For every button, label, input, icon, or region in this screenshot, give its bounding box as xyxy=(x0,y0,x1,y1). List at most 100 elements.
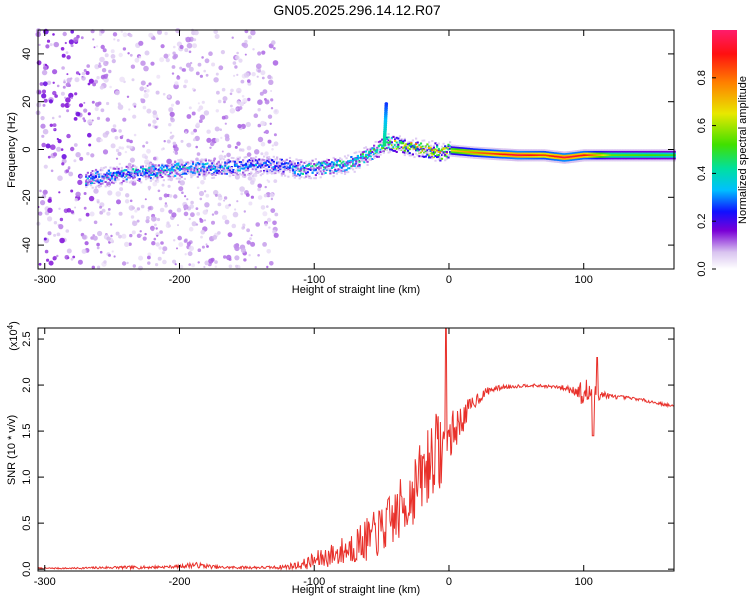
spectrogram-ridge-cell xyxy=(546,154,549,157)
spectrogram-ridge-cell xyxy=(539,156,542,158)
spectrogram-noise-dot xyxy=(257,136,264,143)
spectrogram-ridge-cell xyxy=(376,149,379,151)
spectrogram-ridge-cell xyxy=(667,159,670,162)
spectrogram-ridge-cell xyxy=(453,148,456,151)
spectrogram-ridge-cell xyxy=(508,155,511,158)
spectrogram-ridge-cell xyxy=(355,162,358,165)
spectrogram-ridge-cell xyxy=(117,178,120,181)
spectrogram-ridge-cell xyxy=(309,162,313,165)
spectrogram-ridge-cell xyxy=(127,174,130,177)
spectrogram-ridge-cell xyxy=(562,156,565,159)
spectrogram-ridge-cell xyxy=(276,158,279,161)
spectrogram-ridge-cell xyxy=(408,142,411,145)
spectrogram-ridge-cell xyxy=(499,158,502,161)
spectrogram-noise-dot xyxy=(213,157,217,161)
spectrogram-ridge-cell xyxy=(292,174,295,177)
spectrogram-ridge-cell xyxy=(188,169,191,172)
spectrogram-ridge-cell xyxy=(634,150,638,153)
spectrogram-ridge-cell xyxy=(90,180,93,183)
spectrogram-noise-dot xyxy=(215,109,219,113)
spectrogram-noise-dot xyxy=(98,32,103,36)
spectrogram-ridge-cell xyxy=(276,167,279,170)
spectrogram-ridge-cell xyxy=(554,157,557,160)
spectrogram-noise-dot xyxy=(229,92,233,96)
spectrogram-ridge-cell xyxy=(644,150,647,153)
spectrogram-ridge-cell xyxy=(219,158,222,161)
spectrogram-ridge-cell xyxy=(610,159,613,162)
spectrogram-ridge-cell xyxy=(400,139,403,142)
spectrogram-ridge-cell xyxy=(303,169,306,172)
spectrogram-ridge-cell xyxy=(516,159,520,162)
spectrogram-ridge-cell xyxy=(140,181,143,184)
spectrogram-ridge-cell xyxy=(138,178,141,181)
spectrogram-ridge-cell xyxy=(484,152,487,155)
spectrogram-ridge-cell xyxy=(225,167,228,170)
spectrogram-noise-dot xyxy=(105,73,109,77)
spectrogram-ridge-cell xyxy=(166,166,169,169)
spectrogram-ridge-cell xyxy=(264,164,267,167)
spectrogram-noise-dot xyxy=(43,164,48,169)
colorbar-tick-label: 0.2 xyxy=(696,214,708,229)
spectrogram-noise-dot xyxy=(157,29,162,35)
spectrogram-ridge-cell xyxy=(277,161,280,164)
spectrogram-ridge-cell xyxy=(562,161,565,164)
spectrogram-ridge-cell xyxy=(172,175,175,178)
spectrogram-ridge-cell xyxy=(415,143,418,146)
spectrogram-noise-dot xyxy=(53,41,60,48)
spectrogram-ridge-cell xyxy=(385,147,389,150)
spectrogram-ridge-cell xyxy=(591,157,594,160)
spectrogram-ridge-cell xyxy=(508,150,511,153)
spectrogram-ridge-cell xyxy=(364,156,368,159)
spectrogram-ridge-cell xyxy=(665,157,668,160)
spectrogram-ridge-cell xyxy=(596,156,599,158)
spectrogram-ridge-cell xyxy=(457,150,460,153)
spectrogram-ridge-cell xyxy=(631,154,634,157)
spectrogram-noise-dot xyxy=(188,50,192,54)
spectrogram-ridge-cell xyxy=(468,152,471,155)
spectrogram-ridge-cell xyxy=(107,169,110,172)
spectrogram-ridge-cell xyxy=(547,149,550,152)
spectrogram-ridge-cell xyxy=(626,154,629,157)
spectrogram-noise-dot xyxy=(61,154,67,160)
spectrogram-ridge-cell xyxy=(558,159,562,162)
spectrogram-ridge-cell xyxy=(589,159,592,162)
spectrogram-noise-dot xyxy=(70,44,74,48)
spectrogram-noise-dot xyxy=(92,38,95,41)
spectrogram-ridge-cell xyxy=(573,150,576,153)
spectrogram-ridge-cell xyxy=(613,159,617,162)
spectrogram-noise-dot xyxy=(147,209,150,212)
spectrogram-ridge-cell xyxy=(460,147,463,150)
spectrogram-ridge-cell xyxy=(610,150,613,153)
spectrogram-ridge-cell xyxy=(499,156,502,159)
spectrogram-ridge-cell xyxy=(552,150,555,153)
spectrogram-ridge-cell xyxy=(601,159,604,162)
spectrogram-ridge-cell xyxy=(198,159,201,162)
spectrogram-ridge-cell xyxy=(513,157,516,160)
spectrogram-ridge-cell xyxy=(242,160,245,163)
spectrogram-ridge-cell xyxy=(86,177,89,180)
spectrogram-ridge-cell xyxy=(162,168,165,171)
spectrogram-noise-dot xyxy=(172,259,177,264)
spectrogram-noise-dot xyxy=(261,50,266,55)
spectrogram-ridge-cell xyxy=(172,165,175,168)
spectrogram-noise-dot xyxy=(82,117,85,120)
spectrogram-ridge-cell xyxy=(639,152,642,155)
spectrogram-ridge-cell xyxy=(550,155,553,158)
spectrogram-ridge-cell xyxy=(489,152,492,155)
spectrogram-ridge-cell xyxy=(379,143,382,146)
spectrogram-noise-dot xyxy=(170,116,174,121)
spectrogram-ridge-cell xyxy=(225,169,228,172)
spectrogram-ridge-cell xyxy=(452,148,455,151)
spectrogram-ridge-cell xyxy=(272,162,275,165)
spectrogram-ridge-cell xyxy=(342,168,345,171)
spectrogram-ridge-cell xyxy=(434,151,437,154)
spectrogram-ridge-cell xyxy=(436,154,439,157)
spectrogram-ridge-cell xyxy=(476,155,479,158)
spectrogram-ridge-cell xyxy=(461,148,465,151)
spectrogram-ridge-cell xyxy=(127,166,130,169)
spectrogram-ridge-cell xyxy=(106,178,109,181)
spectrogram-ridge-cell xyxy=(652,149,655,152)
spectrogram-ridge-cell xyxy=(563,161,566,164)
spectrogram-ridge-cell xyxy=(541,156,544,158)
spectrogram-ridge-cell xyxy=(481,157,484,160)
